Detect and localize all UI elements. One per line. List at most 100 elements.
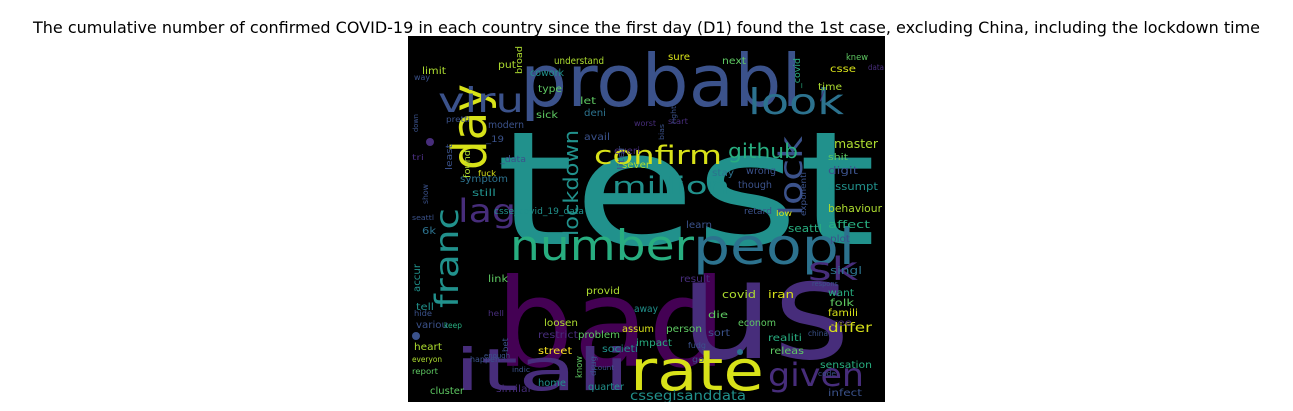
word-still: still [472,188,496,199]
word-sever: sever [622,160,651,171]
word-sure: sure [668,52,690,63]
word-loosen: loosen [544,318,578,329]
word-singl: singl [830,264,862,277]
word-china: china [808,329,828,338]
word-link: link [488,274,508,285]
word-iran: iran [768,288,794,301]
word-seattl: seattl [788,222,822,235]
word-releas: releas [770,346,804,357]
word-19: _19 [485,135,504,145]
word-count: count [594,364,614,372]
word-lag: lag [458,192,516,230]
word-look: look [748,82,844,123]
word-itali: itali [454,336,630,402]
word-want: want [828,288,854,299]
cloud-background [408,36,885,402]
word-though: though [738,180,772,191]
word-person: person [666,324,702,335]
word-viru: viru [438,81,524,121]
word-affect: affect [828,218,871,231]
word-rate: rate [630,339,764,402]
word-master: master [834,137,878,151]
word-keep: keep [444,321,462,330]
word-code: code [818,370,836,378]
word-societi: societi [602,344,638,355]
word-pretti: pretti [446,115,470,124]
word-seattl2: seattl [412,214,434,222]
word-know: know [575,356,585,378]
word-found: found [463,150,473,178]
word-liter: liter [617,146,627,170]
word-number: number [510,221,695,270]
word-tree: tree [828,318,852,329]
word-differ: differ [828,321,873,336]
word-day: day [442,84,498,170]
word-assumpt: assumpt [828,180,879,193]
word-covid: covid [722,288,756,301]
word-die: die [708,310,728,321]
word-plot: plot [830,234,850,245]
word-time: time [818,82,842,93]
word-sort: sort [708,328,730,339]
word-wrong: wrong [746,166,776,177]
word-csse_covid_19_data: csse_covid_19_data [494,207,584,217]
word-drug: drug [589,356,598,376]
word-assum: assum [622,324,654,335]
dot-mark [737,349,743,355]
word-symptom: symptom [460,174,508,185]
word-peopl: peopl [693,218,855,276]
word-right: right [670,106,678,124]
word-csse: csse [830,64,856,75]
word-cloud: test bad us probabl itali rate day peopl… [408,36,885,402]
word-digit: digit [828,164,859,177]
word-understand: understand [554,56,604,67]
dot-mark [426,138,434,146]
word-probabl: probabl [520,39,802,123]
word-sk: sk [808,250,859,288]
word-retard: retard [744,207,772,217]
word-similar: similar [496,384,533,395]
dot-mark [412,332,420,340]
word-econom: econom [738,318,776,329]
word-stay: stay [712,168,734,179]
word-cssegisanddata: cssegisanddata [630,389,746,402]
word-impact: impact [636,338,672,349]
word-accur: accur [412,263,423,292]
word-lock: lock [772,135,810,216]
word-show: show [421,184,430,204]
word-everyon: everyon [412,355,442,364]
word-problem: problem [578,330,620,341]
word-quarter: quarter [588,382,625,393]
word-cluster: cluster [430,386,465,397]
word-tell: tell [416,302,434,313]
word-learn: learn [686,220,712,231]
word-6k: 6k [422,226,436,237]
word-folk: folk [830,298,854,309]
word-broad: broad [515,46,525,74]
word-respons: respons [812,280,838,288]
word-cloud-canvas: test bad us probabl itali rate day peopl… [408,36,885,402]
word-next: next [722,56,746,67]
word-start: start [668,117,688,126]
word-put: put [498,60,516,71]
word-provid: provid [586,286,620,297]
word-limit: limit [422,66,446,77]
word-bad: bad [496,253,726,395]
word-go: go [692,355,704,364]
word-covid2: _covid [793,58,803,89]
word-lockdown: lockdown [559,130,583,236]
word-away: away [634,304,658,315]
word-knew: knew [846,53,868,63]
word-everi: everi [614,146,640,157]
word-result: result [680,274,710,285]
word-heart: heart [414,342,442,353]
word-worst: worst [634,119,656,128]
word-million: million [612,172,730,200]
word-fuck: fuck [478,169,496,178]
word-avail: avail [584,132,610,143]
word-enough: enough [484,352,510,360]
word-data: _data [499,155,526,165]
word-test: test [496,98,876,282]
word-fudg: fudg [688,341,706,350]
word-github: github [728,139,798,163]
